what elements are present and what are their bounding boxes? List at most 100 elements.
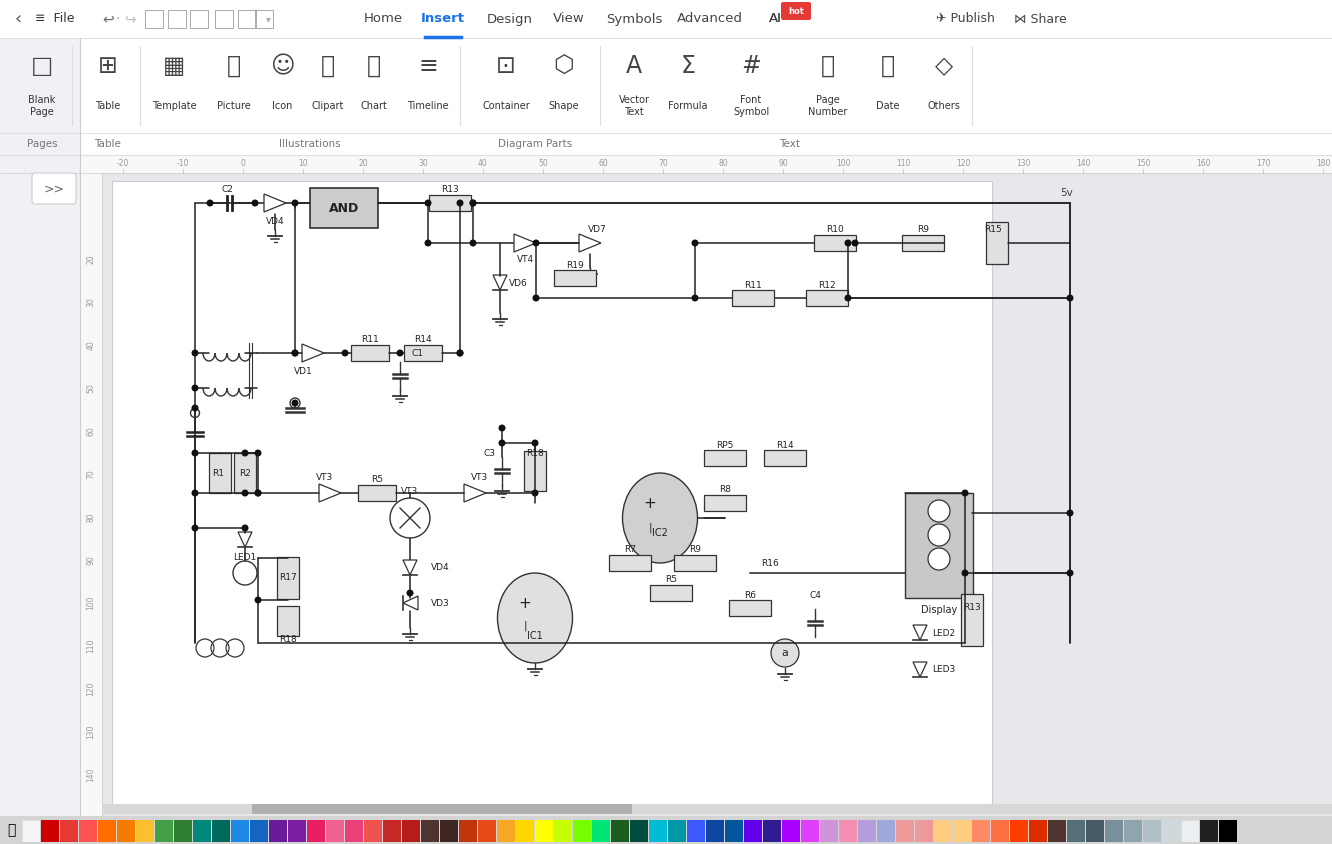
Text: 100: 100 <box>87 596 96 610</box>
Text: 40: 40 <box>87 340 96 350</box>
Bar <box>858 820 876 842</box>
Text: C1: C1 <box>412 349 424 358</box>
Text: Blank
Page: Blank Page <box>28 95 56 116</box>
Bar <box>515 820 534 842</box>
Bar <box>733 290 774 306</box>
Bar <box>250 820 268 842</box>
Text: 60: 60 <box>87 426 96 436</box>
Text: VT3: VT3 <box>317 473 333 483</box>
Circle shape <box>469 199 477 207</box>
Text: -20: -20 <box>117 160 129 169</box>
Bar <box>801 820 819 842</box>
Circle shape <box>241 490 249 496</box>
Bar <box>1030 820 1047 842</box>
Bar <box>782 820 801 842</box>
Text: Page
Number: Page Number <box>809 95 847 116</box>
Bar <box>1143 820 1162 842</box>
Bar <box>174 820 192 842</box>
Text: 90: 90 <box>87 555 96 565</box>
Text: C3: C3 <box>484 448 496 457</box>
Bar <box>706 820 725 842</box>
Circle shape <box>390 498 430 538</box>
Bar <box>674 555 717 571</box>
Text: LED3: LED3 <box>932 666 955 674</box>
Text: R10: R10 <box>826 225 844 235</box>
Bar <box>0 0 1332 38</box>
Bar <box>591 820 610 842</box>
Bar <box>609 555 651 571</box>
Bar <box>277 606 298 636</box>
Text: Others: Others <box>927 101 960 111</box>
Bar <box>1086 820 1104 842</box>
Bar <box>440 820 458 842</box>
Bar <box>254 10 273 28</box>
Circle shape <box>292 349 298 356</box>
Text: 50: 50 <box>538 160 547 169</box>
Circle shape <box>691 240 698 246</box>
Bar <box>190 10 208 28</box>
Bar <box>952 820 971 842</box>
Text: Picture: Picture <box>217 101 250 111</box>
Text: R13: R13 <box>963 603 980 613</box>
Bar <box>310 188 378 228</box>
Text: R5: R5 <box>372 475 384 484</box>
Text: 130: 130 <box>1016 160 1030 169</box>
Text: 20: 20 <box>87 254 96 264</box>
Bar <box>252 804 631 814</box>
Bar <box>1181 820 1199 842</box>
Text: 110: 110 <box>896 160 910 169</box>
Polygon shape <box>493 275 507 290</box>
Text: Display: Display <box>920 605 958 615</box>
Text: Vector
Text: Vector Text <box>618 95 650 116</box>
Text: 5v: 5v <box>1060 188 1074 198</box>
Text: ▾: ▾ <box>265 14 270 24</box>
Bar <box>876 820 895 842</box>
Text: C2: C2 <box>221 185 233 193</box>
Bar <box>934 820 952 842</box>
Text: 📈: 📈 <box>366 54 381 78</box>
Bar <box>269 820 286 842</box>
Circle shape <box>531 490 538 496</box>
Circle shape <box>192 524 198 532</box>
Text: Pages: Pages <box>27 139 57 149</box>
Polygon shape <box>318 484 341 502</box>
Text: Insert: Insert <box>421 13 465 25</box>
Text: R17: R17 <box>280 574 297 582</box>
Circle shape <box>851 240 859 246</box>
Text: ⊡: ⊡ <box>496 54 515 78</box>
Text: Shape: Shape <box>549 101 579 111</box>
Text: 📅: 📅 <box>880 54 895 78</box>
Text: 70: 70 <box>658 160 667 169</box>
Circle shape <box>844 295 851 301</box>
Text: 170: 170 <box>1256 160 1271 169</box>
Bar <box>821 820 838 842</box>
Text: R6: R6 <box>745 591 757 599</box>
Bar <box>136 820 155 842</box>
Bar <box>0 816 1332 844</box>
Bar <box>725 820 743 842</box>
Polygon shape <box>404 560 417 575</box>
Text: 🗒: 🗒 <box>821 54 835 78</box>
Bar <box>364 820 382 842</box>
Text: ≡: ≡ <box>418 54 438 78</box>
Circle shape <box>533 295 539 301</box>
Text: Container: Container <box>482 101 530 111</box>
Bar <box>1219 820 1237 842</box>
Bar <box>214 10 233 28</box>
Bar <box>306 820 325 842</box>
Bar <box>904 493 972 598</box>
Text: R2: R2 <box>238 468 250 478</box>
Text: 180: 180 <box>1316 160 1331 169</box>
Circle shape <box>254 597 261 603</box>
Text: A: A <box>626 54 642 78</box>
Text: Advanced: Advanced <box>677 13 743 25</box>
Bar <box>972 820 990 842</box>
Bar <box>1106 820 1123 842</box>
Text: R9: R9 <box>689 545 701 555</box>
Circle shape <box>192 385 198 392</box>
Text: VD6: VD6 <box>509 279 527 288</box>
Text: 110: 110 <box>87 639 96 653</box>
Bar <box>23 820 40 842</box>
Text: 50: 50 <box>87 383 96 392</box>
Text: #: # <box>741 54 761 78</box>
